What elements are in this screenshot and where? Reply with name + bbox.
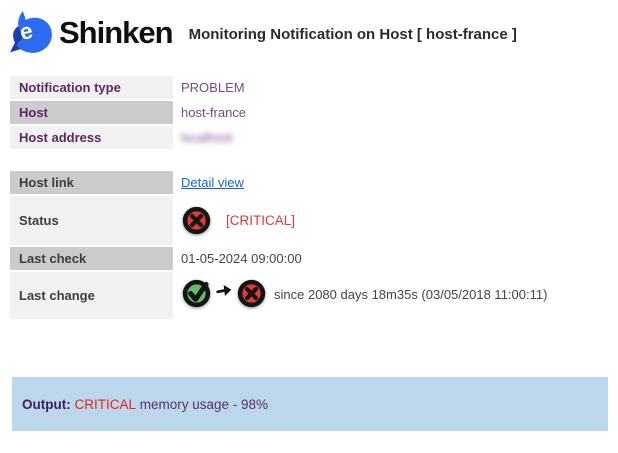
logo-text: Shinken: [59, 15, 174, 50]
last-check-label: Last check: [10, 247, 173, 270]
host-label: Host: [10, 101, 173, 124]
host-address-value: localhost: [181, 130, 233, 145]
page-title: Monitoring Notification on Host [ host-f…: [188, 25, 517, 43]
row-last-check: Last check 01-05-2024 09:00:00: [10, 247, 608, 270]
row-host-link: Host link Detail view: [10, 171, 608, 194]
last-change-label: Last change: [10, 272, 173, 319]
arrow-right-icon: [216, 284, 232, 296]
host-value: host-france: [181, 105, 247, 120]
notification-table: Notification type PROBLEM Host host-fran…: [10, 76, 608, 319]
last-change-value: since 2080 days 18m35s (03/05/2018 11:00…: [274, 286, 548, 302]
status-label: Status: [10, 196, 173, 245]
host-address-label: Host address: [10, 126, 173, 149]
row-status: Status [CRITICAL]: [10, 196, 608, 245]
status-value: [CRITICAL]: [226, 213, 296, 228]
detail-view-link[interactable]: Detail view: [181, 175, 244, 190]
output-box: Output: CRITICAL memory usage - 98%: [12, 377, 608, 431]
notification-type-value: PROBLEM: [181, 80, 245, 95]
notification-type-label: Notification type: [10, 76, 173, 99]
ok-check-icon: [182, 279, 211, 308]
row-host-address: Host address localhost: [10, 126, 608, 149]
last-check-value: 01-05-2024 09:00:00: [181, 251, 302, 266]
svg-text:e: e: [17, 17, 35, 44]
output-label: Output:: [22, 396, 75, 412]
shinken-logo: e Shinken: [10, 10, 174, 56]
host-link-label: Host link: [10, 171, 173, 194]
row-last-change: Last change since 2080 days 18m35s (03/0…: [10, 272, 608, 319]
header: e Shinken Monitoring Notification on Hos…: [0, 0, 618, 56]
output-status-word: CRITICAL: [74, 396, 136, 412]
output-message: memory usage - 98%: [136, 396, 269, 412]
critical-cross-icon: [237, 279, 266, 308]
row-host: Host host-france: [10, 101, 608, 124]
row-notification-type: Notification type PROBLEM: [10, 76, 608, 99]
shinken-bird-icon: e: [10, 10, 52, 53]
critical-cross-icon: [182, 206, 211, 235]
